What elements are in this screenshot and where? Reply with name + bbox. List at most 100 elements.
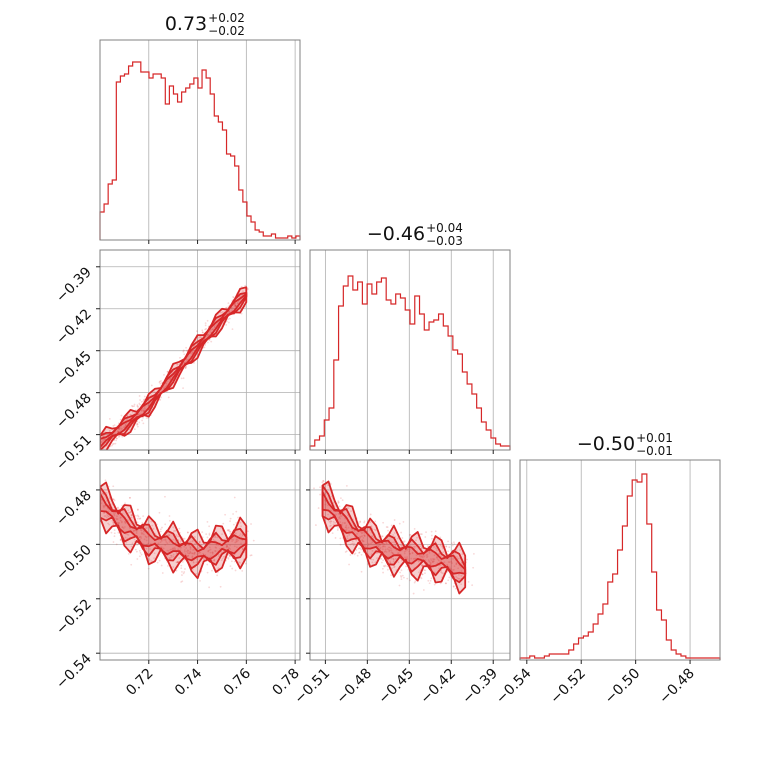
sample-point <box>231 567 234 570</box>
sample-point <box>377 545 380 547</box>
sample-point <box>371 549 374 552</box>
sample-point <box>219 585 222 588</box>
sample-point <box>419 555 422 558</box>
sample-point <box>112 498 115 501</box>
sample-point <box>208 534 211 536</box>
sample-point <box>207 334 210 336</box>
sample-point <box>185 366 187 368</box>
sample-point <box>107 510 110 513</box>
sample-point <box>357 547 360 550</box>
sample-point <box>360 553 363 556</box>
sample-point <box>438 553 441 556</box>
sample-point <box>408 552 411 555</box>
histogram-step-2 <box>519 473 721 660</box>
sample-point <box>119 517 122 519</box>
sample-point <box>220 526 222 529</box>
sample-point <box>376 557 379 559</box>
sample-point <box>138 536 141 538</box>
sample-point <box>159 530 162 533</box>
sample-point <box>339 517 342 520</box>
sample-point <box>359 520 362 523</box>
sample-point <box>409 552 412 555</box>
sample-point <box>364 545 367 548</box>
sample-point <box>421 564 424 567</box>
density-contour <box>321 484 467 584</box>
title-lower-error-1: −0.03 <box>426 234 463 248</box>
sample-point <box>437 552 440 555</box>
sample-point <box>129 510 132 513</box>
sample-point <box>373 528 376 531</box>
sample-point <box>213 559 216 562</box>
sample-point <box>186 552 189 554</box>
sample-point <box>222 556 225 558</box>
sample-point <box>122 527 125 530</box>
sample-point <box>139 551 142 554</box>
sample-point <box>145 536 148 539</box>
sample-point <box>126 533 129 536</box>
sample-point <box>164 538 167 541</box>
sample-point <box>168 534 171 537</box>
sample-point <box>165 382 168 385</box>
sample-point <box>133 405 135 408</box>
sample-point <box>392 534 394 536</box>
sample-point <box>394 557 397 560</box>
sample-point <box>158 511 161 514</box>
sample-point <box>412 592 415 595</box>
sample-point <box>453 565 456 568</box>
sample-point <box>169 377 172 380</box>
sample-point <box>392 553 395 555</box>
sample-point <box>321 481 324 484</box>
sample-point <box>113 535 116 538</box>
sample-point <box>239 521 242 524</box>
sample-point <box>348 534 351 536</box>
sample-point <box>219 311 222 314</box>
sample-point <box>116 430 119 433</box>
sample-point <box>123 520 126 523</box>
sample-point <box>423 569 426 572</box>
y-tick-label-2: −0.50 <box>53 542 95 584</box>
sample-point <box>112 498 115 501</box>
sample-point <box>153 557 155 560</box>
histogram-step-0 <box>99 61 301 240</box>
sample-point <box>189 541 192 544</box>
sample-point <box>417 559 420 562</box>
sample-point <box>160 396 162 399</box>
sample-point <box>313 487 315 490</box>
sample-point <box>201 329 204 332</box>
sample-point <box>428 552 431 554</box>
sample-point <box>241 534 244 537</box>
sample-point <box>180 546 183 549</box>
sample-point <box>428 560 430 562</box>
sample-point <box>143 398 145 401</box>
sample-point <box>401 574 404 577</box>
sample-point <box>340 515 343 518</box>
sample-point <box>132 529 135 532</box>
sample-point <box>229 544 231 547</box>
sample-point <box>383 543 386 546</box>
grid-2-1 <box>310 460 510 660</box>
sample-point <box>317 507 320 509</box>
sample-point <box>173 546 176 549</box>
sample-point <box>232 539 235 541</box>
sample-point <box>392 557 395 560</box>
sample-point <box>208 330 211 333</box>
sample-point <box>96 437 98 439</box>
sample-point <box>417 560 420 563</box>
sample-point <box>229 554 231 557</box>
sample-point <box>348 530 350 532</box>
sample-point <box>329 522 332 524</box>
sample-point <box>433 558 436 561</box>
sample-point <box>159 541 162 544</box>
sample-point <box>189 547 192 549</box>
sample-point <box>108 429 111 432</box>
sample-point <box>143 530 145 533</box>
sample-point <box>386 548 389 550</box>
sample-point <box>125 418 128 421</box>
sample-point <box>191 555 194 558</box>
sample-point <box>240 285 243 288</box>
sample-point <box>327 484 329 487</box>
sample-point <box>124 424 127 427</box>
sample-point <box>189 546 192 548</box>
sample-point <box>435 547 437 550</box>
sample-point <box>95 516 97 518</box>
